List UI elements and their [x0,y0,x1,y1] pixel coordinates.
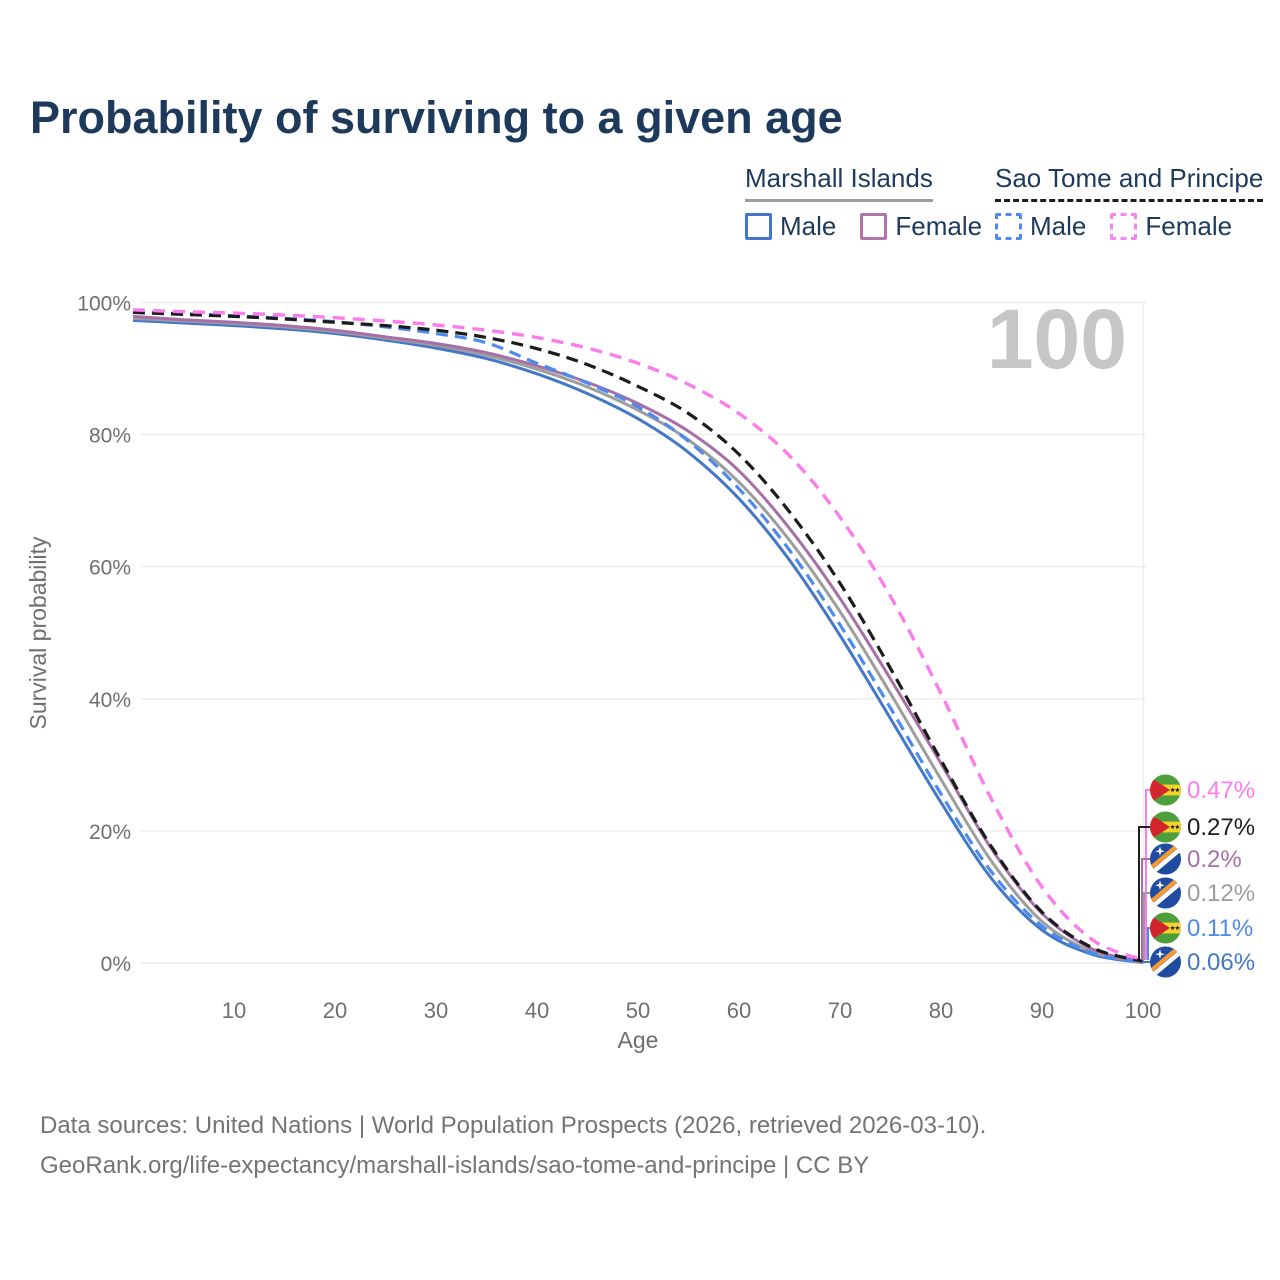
mi-female-checkbox-icon[interactable] [860,213,888,240]
y-tick-label: 100% [77,293,131,316]
axis-ticks: 0% 20% 40% 60% 80% 100% 10 20 30 40 50 60 70 80 90 100 [77,293,1161,1024]
y-tick-label: 20% [89,821,131,844]
legend-title-marshall-islands: Marshall Islands [745,163,933,202]
x-tick-label: 40 [525,998,549,1023]
mhl-flag-icon [1145,944,1186,980]
watermark: 100 [987,292,1127,386]
legend-label: Female [1145,211,1233,241]
stp-flag-icon [1150,774,1182,806]
legend-item-mi-male[interactable]: Male [745,211,836,242]
end-label-connector [1138,826,1150,960]
series-line-4 [132,310,1144,963]
y-tick-label: 60% [89,557,131,580]
x-tick-label: 30 [424,998,448,1023]
end-label-connector [1145,789,1150,960]
end-label-value: 0.27% [1187,814,1255,841]
end-label-connector [1143,892,1150,960]
x-tick-label: 60 [727,998,751,1023]
legend-label: Male [780,211,837,241]
y-tick-label: 40% [89,689,131,712]
legend-item-mi-female[interactable]: Female [860,211,982,242]
stp-flag-icon [1150,912,1182,944]
footer-line-1: Data sources: United Nations | World Pop… [40,1112,987,1139]
end-label-value: 0.47% [1187,777,1255,804]
stp-male-checkbox-icon[interactable] [995,213,1022,240]
legend-label: Male [1030,211,1087,241]
x-tick-label: 100 [1125,998,1162,1023]
gridlines [141,301,1146,964]
legend-items: Male Female [995,211,1263,242]
x-axis-title: Age [618,1027,659,1053]
mhl-flag-icon [1145,841,1186,877]
series-line-5 [132,308,1144,962]
footer-line-2: GeoRank.org/life-expectancy/marshall-isl… [40,1152,870,1179]
end-label-value: 0.2% [1187,846,1242,873]
legend-group-sao-tome: Sao Tome and Principe Male Female [995,163,1264,242]
end-label-value: 0.11% [1187,915,1253,942]
y-axis-title: Survival probability [25,536,51,730]
y-tick-label: 80% [89,425,131,448]
x-tick-label: 20 [323,998,347,1023]
mi-male-checkbox-icon[interactable] [745,213,772,240]
legend-items: Male Female [745,211,982,242]
end-label-connector [1141,858,1150,960]
legend-group-marshall-islands: Marshall Islands Male Female [745,163,982,242]
y-tick-label: 0% [101,953,131,976]
end-label-value: 0.06% [1187,949,1255,976]
x-tick-label: 70 [828,998,852,1023]
legend-item-stp-female[interactable]: Female [1110,211,1232,242]
legend-item-stp-male[interactable]: Male [995,211,1086,242]
x-tick-label: 80 [929,998,953,1023]
series-line-1 [132,316,1144,964]
watermark-text: 100 [987,292,1127,386]
stp-flag-icon [1150,811,1182,843]
end-label-connector [1142,960,1150,963]
x-tick-label: 50 [626,998,650,1023]
end-value-labels: 0.47% 0.27% 0.2% 0.12% 0.11% 0.06% [1138,774,1255,980]
page-title: Probability of surviving to a given age [30,92,843,143]
legend-title-sao-tome: Sao Tome and Principe [995,163,1264,202]
series-line-2 [132,314,1144,964]
x-tick-label: 10 [222,998,246,1023]
data-source-footer: Data sources: United Nations | World Pop… [40,1106,986,1186]
mhl-flag-icon [1145,875,1186,911]
end-label-value: 0.12% [1187,880,1255,907]
stp-female-checkbox-icon[interactable] [1110,213,1138,240]
end-label-connector [1147,927,1150,960]
series-line-0 [132,318,1144,965]
legend-label: Female [895,211,983,241]
series-lines [132,308,1144,965]
x-tick-label: 90 [1030,998,1054,1023]
axis-titles: Age Survival probability [25,536,658,1053]
